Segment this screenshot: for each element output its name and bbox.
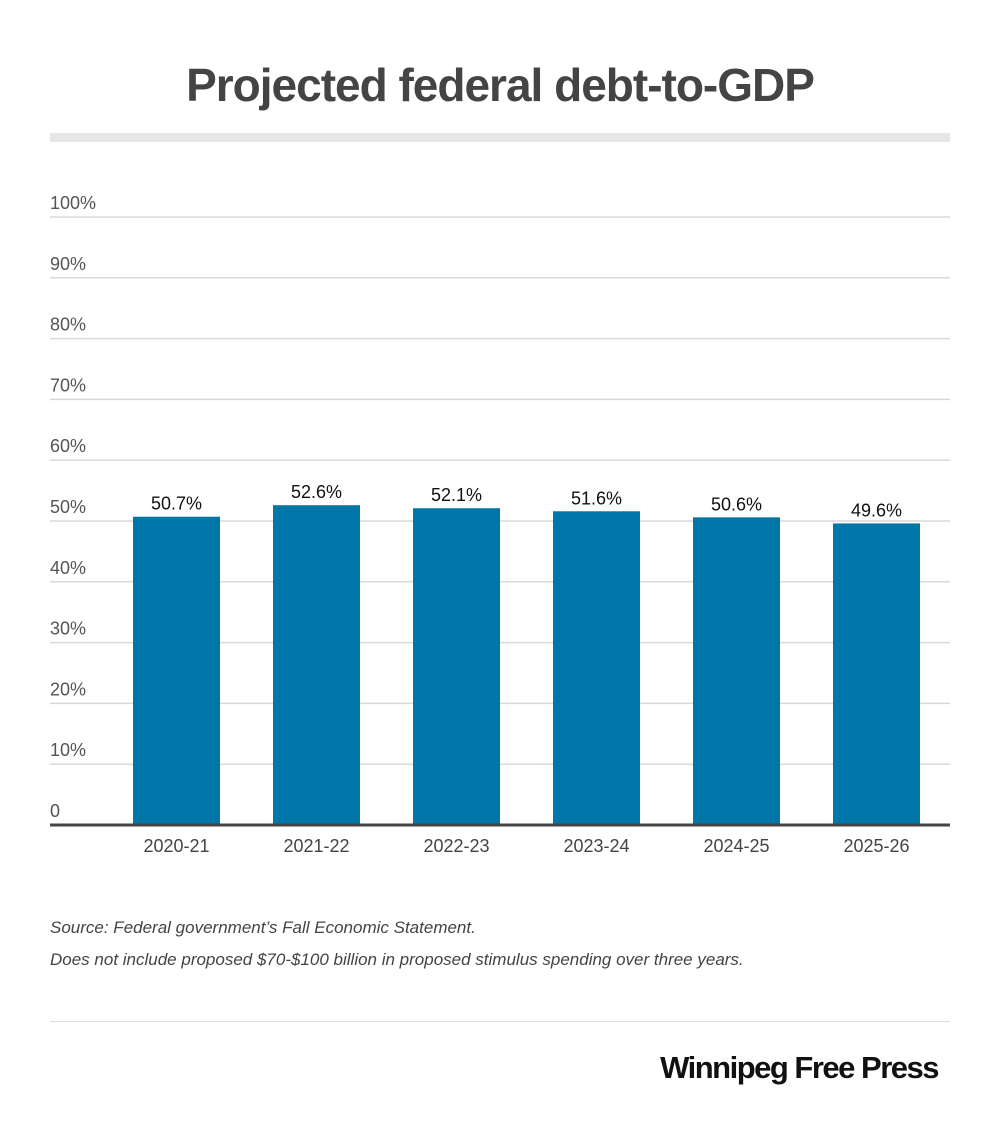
source-note: Source: Federal government’s Fall Econom… — [50, 918, 476, 937]
footer-divider — [50, 1021, 950, 1022]
x-tick-label: 2022-23 — [423, 836, 489, 856]
y-tick-label: 70% — [50, 375, 86, 395]
data-label: 51.6% — [571, 488, 622, 508]
bar — [693, 517, 780, 825]
bar — [133, 516, 220, 825]
y-tick-label: 90% — [50, 254, 86, 274]
bar — [833, 523, 920, 825]
chart-notes: Source: Federal government’s Fall Econom… — [50, 912, 744, 976]
x-tick-label: 2023-24 — [563, 836, 629, 856]
footnote: Does not include proposed $70-$100 billi… — [50, 950, 744, 969]
x-tick-label: 2025-26 — [843, 836, 909, 856]
bar — [413, 508, 500, 825]
bar-chart: 0 10% 20% 30% 40% 50% 60% 70% 80% 90% 100% 50.7% 202… — [50, 193, 950, 856]
y-tick-label: 10% — [50, 740, 86, 760]
x-tick-label: 2021-22 — [283, 836, 349, 856]
x-tick-label: 2020-21 — [143, 836, 209, 856]
data-label: 49.6% — [851, 500, 902, 520]
y-tick-label: 40% — [50, 558, 86, 578]
y-tick-label: 50% — [50, 497, 86, 517]
x-tick-label: 2024-25 — [703, 836, 769, 856]
y-tick-label: 60% — [50, 436, 86, 456]
y-tick-label: 80% — [50, 315, 86, 335]
y-tick-label: 100% — [50, 193, 96, 213]
data-label: 50.7% — [151, 494, 202, 514]
title-divider — [50, 133, 950, 142]
y-tick-label: 20% — [50, 679, 86, 699]
chart-title: Projected federal debt-to-GDP — [186, 59, 815, 111]
y-tick-label: 30% — [50, 619, 86, 639]
y-tick-label: 0 — [50, 801, 60, 821]
data-label: 50.6% — [711, 494, 762, 514]
data-label: 52.1% — [431, 485, 482, 505]
bar — [553, 511, 640, 825]
bar — [273, 505, 360, 825]
data-label: 52.6% — [291, 482, 342, 502]
publisher-logo: Winnipeg Free Press — [660, 1050, 939, 1085]
